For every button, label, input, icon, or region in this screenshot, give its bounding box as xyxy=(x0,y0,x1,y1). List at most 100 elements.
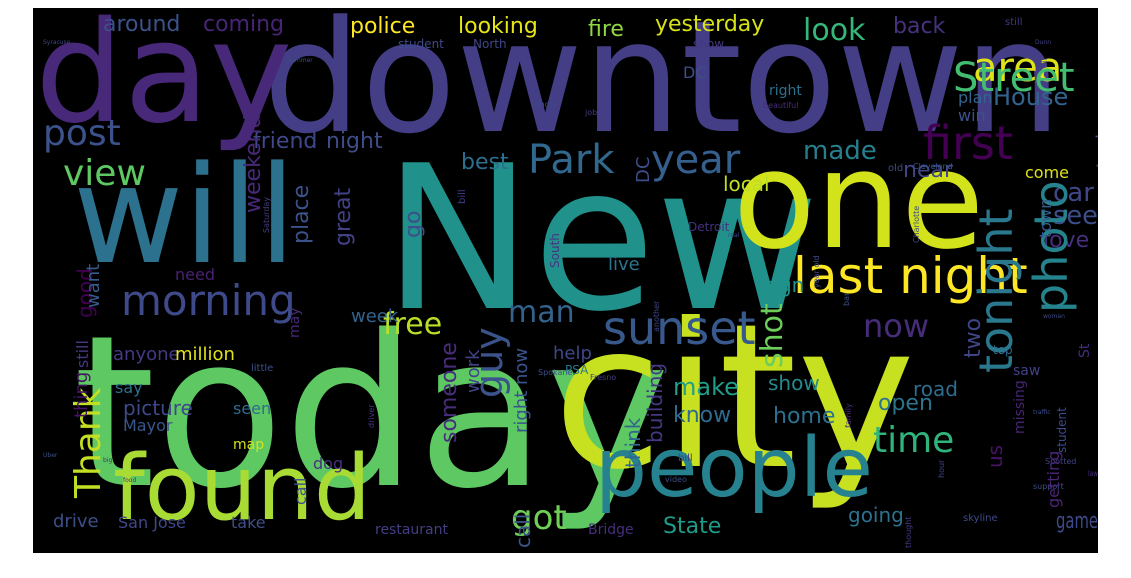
word-support: traffic xyxy=(1033,409,1051,416)
word-say: picture xyxy=(123,396,193,420)
word-coming: coming xyxy=(203,12,285,37)
word-open: open xyxy=(878,391,933,416)
word-took: win xyxy=(958,106,986,125)
word-show: show xyxy=(768,371,820,395)
word-still: Bridge xyxy=(588,522,634,538)
word-morning: morning xyxy=(121,276,296,325)
word-big: Dunn xyxy=(1035,39,1052,46)
word-post: post xyxy=(43,113,121,154)
word-driver: fall xyxy=(1042,58,1049,68)
word-map: seen xyxy=(233,399,272,418)
word-dc: PSA xyxy=(565,363,589,377)
word-top: saw xyxy=(1013,363,1041,379)
word-summer: thought xyxy=(904,516,913,548)
word-bridge: take xyxy=(231,513,266,532)
word-will: will xyxy=(73,137,296,294)
word-law: another xyxy=(652,300,661,332)
word-state: State xyxy=(663,514,722,539)
word-getting: St xyxy=(1077,343,1093,358)
word-made: made xyxy=(803,136,877,166)
word-see: see xyxy=(1053,201,1098,231)
word-town: come xyxy=(1025,163,1070,182)
word-drive: dog xyxy=(313,454,344,473)
word-view: view xyxy=(63,153,146,194)
word-one: one xyxy=(733,122,985,279)
word-may: still xyxy=(1005,17,1023,28)
word-neighborhood: Saturday xyxy=(262,196,271,233)
word-cloud: today city New downtown day will one fou… xyxy=(33,8,1098,553)
word-today: today xyxy=(73,290,671,535)
word-local: local xyxy=(723,172,770,196)
word-yesterday: yesterday xyxy=(655,12,765,37)
word-love: love xyxy=(1043,228,1090,253)
word-week: million xyxy=(175,344,235,365)
word-plan: DC xyxy=(683,63,707,82)
word-police: police xyxy=(350,14,416,39)
word-go: go xyxy=(401,210,426,238)
word-bar: law xyxy=(1088,469,1098,478)
word-pittsburgh: Charlotte xyxy=(912,205,921,243)
word-good: someone xyxy=(437,342,462,443)
word-last-night: last night xyxy=(793,247,1028,305)
word-right-now: restaurant xyxy=(375,522,448,538)
word-help: anyone xyxy=(113,344,180,365)
word-place: place xyxy=(289,184,314,244)
word-sign: sign xyxy=(763,273,805,297)
word-nashville: job xyxy=(585,108,598,117)
word-missing: town xyxy=(1036,198,1055,238)
word-photo: now xyxy=(863,307,930,345)
word-family: driver xyxy=(367,404,376,428)
word-picture: call xyxy=(511,513,535,548)
word-look: look xyxy=(803,13,866,48)
word-night: night xyxy=(326,129,383,154)
word-new: New xyxy=(383,123,820,356)
word-anyone: want xyxy=(83,263,104,308)
word-video: Detroit xyxy=(688,220,730,234)
word-another: shop xyxy=(993,347,1008,354)
word-think: say xyxy=(115,378,143,397)
word-psa: little xyxy=(251,363,274,374)
word-best: best xyxy=(461,150,509,175)
word-school: skyline xyxy=(963,513,998,524)
word-near: near xyxy=(903,158,954,183)
word-home: home xyxy=(773,404,836,429)
word-got: got xyxy=(511,498,567,538)
word-first: first xyxy=(923,116,1013,170)
word-snow: student xyxy=(1055,407,1069,453)
word-million: need xyxy=(175,265,215,284)
word-year: year xyxy=(651,137,741,183)
word-around: around xyxy=(103,12,181,37)
word-right: DC xyxy=(633,156,654,183)
word-time: time xyxy=(873,420,955,461)
word-restaurant: San Jose xyxy=(118,513,186,532)
word-st: missing xyxy=(1012,380,1028,434)
word-old: bill xyxy=(457,189,468,204)
word-fall: hour xyxy=(937,459,946,478)
word-want: building xyxy=(643,362,667,443)
word-shop: big xyxy=(103,457,113,464)
word-really: woman xyxy=(1043,313,1065,320)
word-game: us xyxy=(983,444,1007,468)
word-work: week xyxy=(351,306,399,327)
word-two: two xyxy=(961,317,986,358)
word-charlotte: Spokane xyxy=(538,368,573,377)
word-spring: Uber xyxy=(43,452,58,459)
word-san-jose: call xyxy=(291,477,310,506)
word-fire: fire xyxy=(588,17,624,42)
word-house: House xyxy=(993,83,1069,111)
word-detroit: student xyxy=(398,37,444,51)
word-bill: snow xyxy=(693,37,725,51)
word-fresno: old xyxy=(888,163,904,174)
word-update: school xyxy=(531,100,557,109)
word-friend: friend xyxy=(253,129,318,154)
word-skyline: family xyxy=(844,403,853,428)
word-spotted: year old xyxy=(812,255,821,288)
word-great: great xyxy=(331,187,356,246)
word-mayor: right now xyxy=(511,347,532,433)
word-building: think xyxy=(621,417,645,468)
word-food: Syracuse xyxy=(43,39,71,46)
word-man: man xyxy=(508,295,575,330)
word-us: game xyxy=(1056,509,1098,534)
word-saturday: support xyxy=(1033,482,1064,491)
word-shot: shot xyxy=(755,303,790,368)
